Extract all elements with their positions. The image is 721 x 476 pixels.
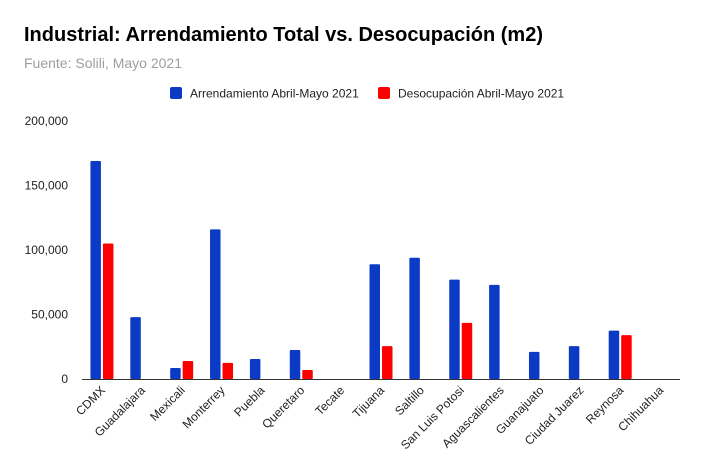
bar-desocupacion <box>222 362 234 379</box>
bar-arrendamiento <box>489 284 500 379</box>
legend-desocupacion-label: Desocupación Abril-Mayo 2021 <box>398 87 564 101</box>
y-tick-label: 50,000 <box>31 308 68 322</box>
bar-arrendamiento <box>170 368 181 379</box>
chart-subtitle: Fuente: Solili, Mayo 2021 <box>24 55 182 71</box>
bar-arrendamiento <box>130 317 141 379</box>
legend-desocupacion-swatch <box>378 87 390 99</box>
bar-desocupacion <box>182 360 194 379</box>
x-tick-label: CDMX <box>73 383 108 418</box>
bar-arrendamiento <box>210 229 221 379</box>
bar-desocupacion <box>382 346 393 379</box>
bar-arrendamiento <box>608 330 620 379</box>
x-tick-label: Saltillo <box>392 383 427 418</box>
x-tick-label: Tecate <box>312 383 347 418</box>
bar-arrendamiento <box>449 279 460 379</box>
y-tick-label: 100,000 <box>25 243 69 257</box>
bar-desocupacion <box>102 243 114 379</box>
bar-arrendamiento <box>528 351 540 379</box>
bar-arrendamiento <box>249 359 261 379</box>
bar-arrendamiento <box>369 264 380 379</box>
bar-desocupacion <box>621 335 632 379</box>
bar-arrendamiento <box>90 160 101 379</box>
bar-desocupacion <box>302 369 313 379</box>
y-tick-label: 150,000 <box>25 179 69 193</box>
y-tick-label: 0 <box>61 372 68 386</box>
bar-arrendamiento <box>409 257 420 379</box>
legend-arrendamiento-label: Arrendamiento Abril-Mayo 2021 <box>190 87 359 101</box>
y-tick-label: 200,000 <box>25 114 69 128</box>
x-tick-label: Queretaro <box>259 383 307 431</box>
chart-title: Industrial: Arrendamiento Total vs. Deso… <box>24 24 543 46</box>
bar-desocupacion <box>461 322 473 379</box>
x-tick-label: Monterrey <box>180 383 228 431</box>
bar-arrendamiento <box>289 349 301 379</box>
legend-arrendamiento-swatch <box>170 87 182 99</box>
x-tick-label: Mexicali <box>147 383 188 424</box>
x-tick-label: Puebla <box>231 383 268 420</box>
bar-arrendamiento <box>568 346 580 379</box>
x-tick-label: Tijuana <box>350 383 388 421</box>
